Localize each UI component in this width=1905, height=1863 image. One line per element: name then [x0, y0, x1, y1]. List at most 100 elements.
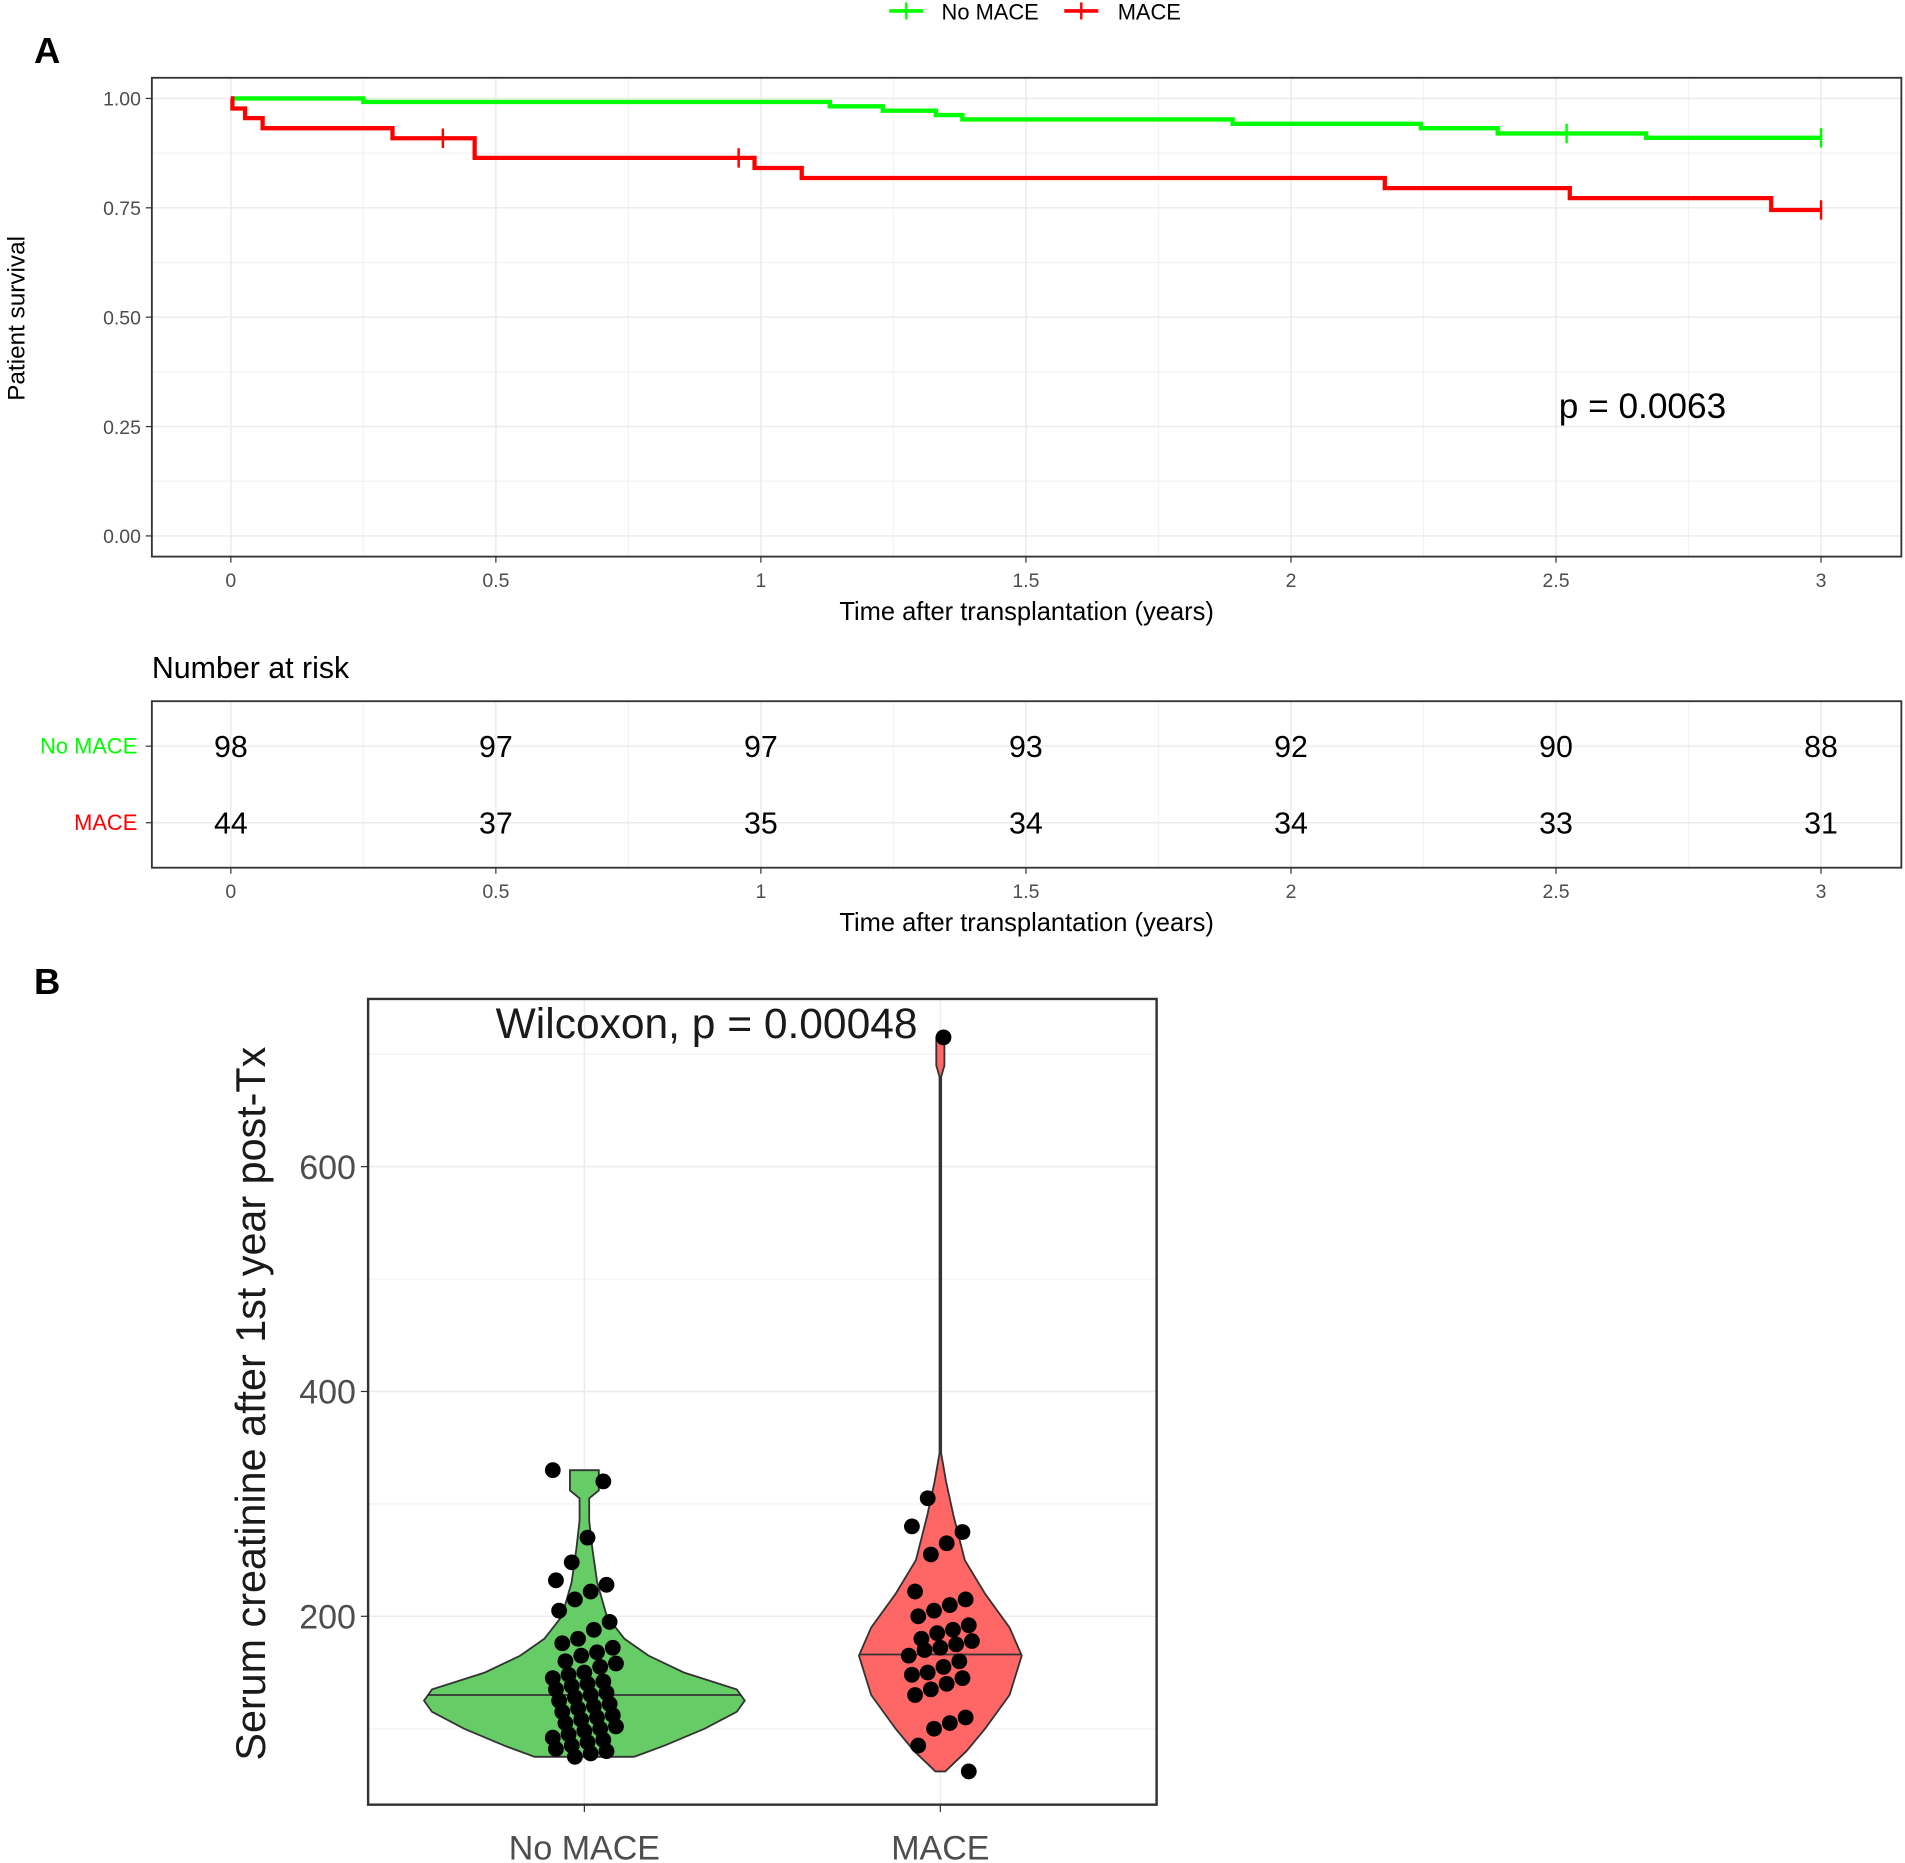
km-x-tick-label: 0.5: [482, 570, 509, 592]
risk-x-tick-label: 0: [225, 881, 236, 903]
data-point-no-mace: [608, 1718, 624, 1735]
risk-row-label: No MACE: [40, 733, 137, 758]
risk-count: 93: [1009, 731, 1043, 764]
data-point-mace: [941, 1715, 958, 1731]
data-point-mace: [910, 1608, 927, 1625]
data-point-mace: [919, 1490, 936, 1507]
data-point-mace: [932, 1639, 949, 1656]
data-point-no-mace: [544, 1462, 561, 1479]
violin-x-tick-label: MACE: [891, 1829, 989, 1863]
risk-count: 44: [214, 808, 248, 841]
km-y-tick-label: 0.75: [103, 198, 141, 220]
km-x-tick-label: 0: [225, 570, 236, 592]
data-point-no-mace: [579, 1529, 596, 1546]
km-x-tick-label: 1: [756, 570, 767, 592]
data-point-mace: [907, 1687, 923, 1703]
data-point-mace: [938, 1675, 955, 1692]
data-point-mace: [910, 1737, 927, 1754]
risk-count: 97: [744, 731, 778, 764]
risk-x-tick-label: 2.5: [1542, 881, 1569, 903]
km-p-value: p = 0.0063: [1559, 387, 1726, 426]
violin-y-tick-label: 400: [299, 1374, 356, 1412]
data-point-mace: [941, 1597, 958, 1613]
data-point-no-mace: [595, 1473, 612, 1490]
data-point-no-mace: [592, 1658, 609, 1675]
risk-count: 34: [1009, 808, 1043, 841]
violin-panel-border: [366, 997, 1158, 1806]
risk-table: 0 0.5 1 1.5 2 2.5 3 No MACE 98 97 97 93 92 90 88 MACE 44…: [40, 700, 1903, 903]
data-point-mace: [935, 1029, 952, 1046]
data-point-no-mace: [567, 1591, 583, 1608]
data-point-mace: [904, 1518, 920, 1535]
violin-y-tick-label: 600: [299, 1149, 356, 1187]
data-point-mace: [922, 1681, 939, 1698]
data-point-mace: [948, 1636, 965, 1653]
risk-row-label: MACE: [74, 810, 137, 835]
data-point-no-mace: [608, 1655, 624, 1672]
data-point-no-mace: [570, 1630, 586, 1647]
risk-count: 90: [1539, 731, 1573, 764]
risk-count: 37: [479, 808, 513, 841]
panel-b-letter: B: [34, 961, 60, 1002]
data-point-mace: [945, 1621, 961, 1638]
risk-x-tick-label: 2: [1286, 881, 1297, 903]
data-point-mace: [957, 1709, 974, 1726]
risk-count: 97: [479, 731, 513, 764]
risk-table-border: [150, 700, 1903, 869]
data-point-mace: [960, 1763, 977, 1780]
violin-y-tick-label: 200: [299, 1598, 356, 1636]
data-point-mace: [907, 1583, 923, 1600]
data-point-mace: [938, 1535, 955, 1552]
risk-x-tick-label: 3: [1816, 881, 1827, 903]
km-x-tick-label: 1.5: [1012, 570, 1039, 592]
data-point-mace: [926, 1720, 942, 1737]
data-point-no-mace: [604, 1639, 621, 1656]
risk-count: 88: [1804, 731, 1838, 764]
km-x-tick-label: 2: [1286, 570, 1297, 592]
km-plot: 0 0.5 1 1.5 2 2.5 3 0.00 0.25 0.50 0.75 1.00: [103, 76, 1903, 592]
data-point-mace: [935, 1658, 952, 1675]
risk-count: 35: [744, 808, 778, 841]
risk-x-axis-title: Time after transplantation (years): [839, 909, 1214, 937]
data-point-mace: [951, 1653, 968, 1670]
risk-count: 98: [214, 731, 248, 764]
data-point-no-mace: [589, 1644, 605, 1661]
data-point-no-mace: [573, 1647, 590, 1664]
data-point-no-mace: [585, 1621, 602, 1638]
legend-label-mace: MACE: [1118, 0, 1181, 24]
km-y-tick-label: 0.25: [103, 417, 141, 439]
km-y-axis-title: Patient survival: [3, 236, 30, 401]
data-point-mace: [904, 1666, 920, 1683]
violin-y-axis-title: Serum creatinine after 1st year post-Tx: [228, 1046, 274, 1760]
risk-x-tick-label: 0.5: [482, 881, 509, 903]
data-point-no-mace: [548, 1741, 564, 1757]
data-point-no-mace: [598, 1743, 615, 1760]
data-point-mace: [954, 1670, 971, 1687]
violin-test-annotation: Wilcoxon, p = 0.00048: [496, 1001, 918, 1048]
data-point-no-mace: [557, 1653, 574, 1670]
data-point-no-mace: [554, 1635, 571, 1652]
data-point-mace: [957, 1591, 974, 1608]
risk-x-tick-label: 1.5: [1012, 881, 1039, 903]
km-y-tick-label: 1.00: [103, 89, 141, 111]
data-point-no-mace: [582, 1583, 599, 1600]
violin-x-tick-label: No MACE: [509, 1829, 660, 1863]
data-point-mace: [916, 1642, 933, 1658]
data-point-no-mace: [548, 1572, 564, 1589]
data-point-mace: [960, 1617, 977, 1634]
legend: No MACE MACE: [889, 0, 1181, 24]
violin-no-mace: [422, 1469, 746, 1758]
data-point-no-mace: [563, 1554, 580, 1571]
km-x-tick-label: 3: [1816, 570, 1827, 592]
data-point-no-mace: [551, 1602, 568, 1619]
data-point-mace: [900, 1647, 917, 1664]
risk-table-title: Number at risk: [152, 652, 350, 685]
km-y-tick-label: 0.50: [103, 307, 141, 329]
km-panel-border: [150, 76, 1903, 558]
panel-a-letter: A: [34, 30, 60, 71]
data-point-mace: [954, 1524, 971, 1540]
data-point-mace: [929, 1625, 946, 1642]
risk-count: 33: [1539, 808, 1573, 841]
km-x-axis-title: Time after transplantation (years): [839, 598, 1214, 626]
